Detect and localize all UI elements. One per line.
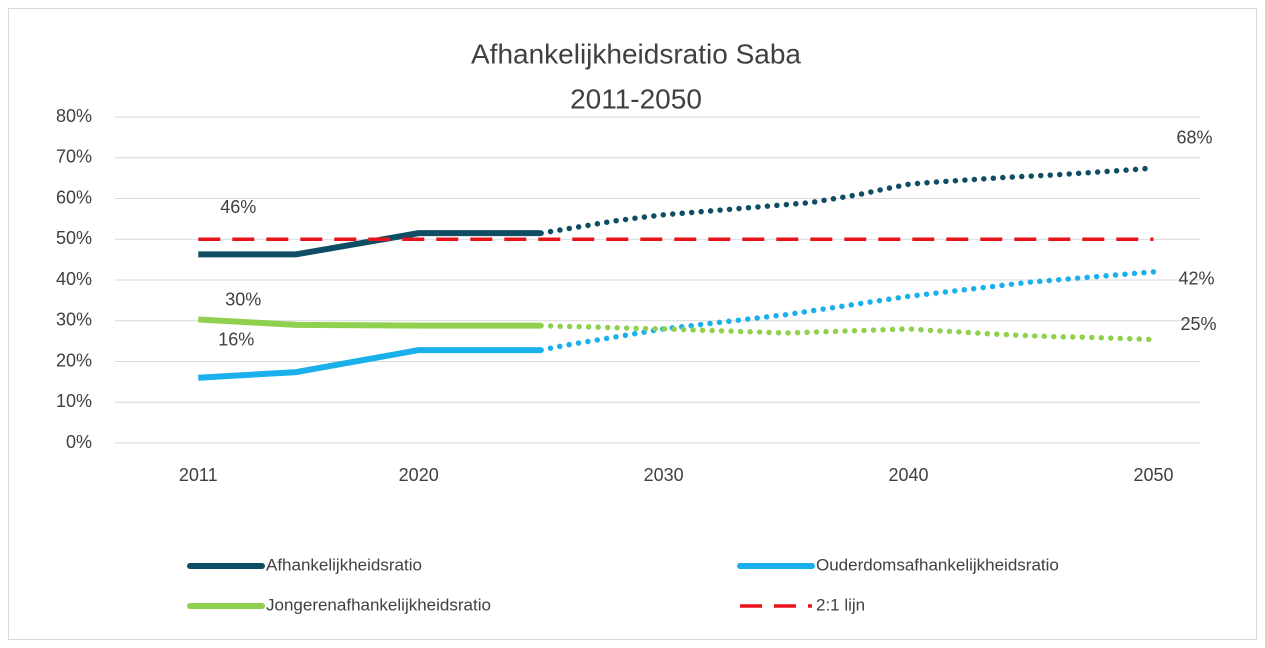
chart-title: Afhankelijkheidsratio Saba xyxy=(471,38,801,69)
x-tick-label: 2020 xyxy=(399,465,439,485)
series-line xyxy=(198,230,542,258)
data-label: 46% xyxy=(220,197,256,217)
series-line xyxy=(198,316,542,329)
data-label: 42% xyxy=(1178,269,1214,289)
y-tick-label: 80% xyxy=(56,106,92,126)
data-label: 30% xyxy=(225,289,261,309)
y-tick-label: 20% xyxy=(56,350,92,370)
legend-label: Jongerenafhankelijkheidsratio xyxy=(266,595,491,614)
x-tick-label: 2030 xyxy=(644,465,684,485)
legend-label: 2:1 lijn xyxy=(816,595,865,614)
y-tick-label: 10% xyxy=(56,391,92,411)
projection-line xyxy=(538,165,1157,236)
y-tick-label: 40% xyxy=(56,269,92,289)
y-tick-label: 60% xyxy=(56,187,92,207)
chart-subtitle: 2011-2050 xyxy=(570,83,702,114)
x-tick-label: 2040 xyxy=(889,465,929,485)
chart-border xyxy=(8,8,1257,640)
projection-line xyxy=(538,322,1157,343)
data-label: 16% xyxy=(218,330,254,350)
legend-label: Ouderdomsafhankelijkheidsratio xyxy=(816,555,1059,574)
projection-line xyxy=(538,269,1157,353)
data-label: 25% xyxy=(1180,314,1216,334)
series-line xyxy=(198,347,542,381)
data-label: 68% xyxy=(1176,128,1212,148)
x-tick-label: 2011 xyxy=(179,465,218,485)
legend-label: Afhankelijkheidsratio xyxy=(266,555,422,574)
y-tick-label: 0% xyxy=(66,432,92,452)
y-tick-label: 50% xyxy=(56,228,92,248)
y-tick-label: 70% xyxy=(56,147,92,167)
x-tick-label: 2050 xyxy=(1133,465,1173,485)
y-tick-label: 30% xyxy=(56,310,92,330)
